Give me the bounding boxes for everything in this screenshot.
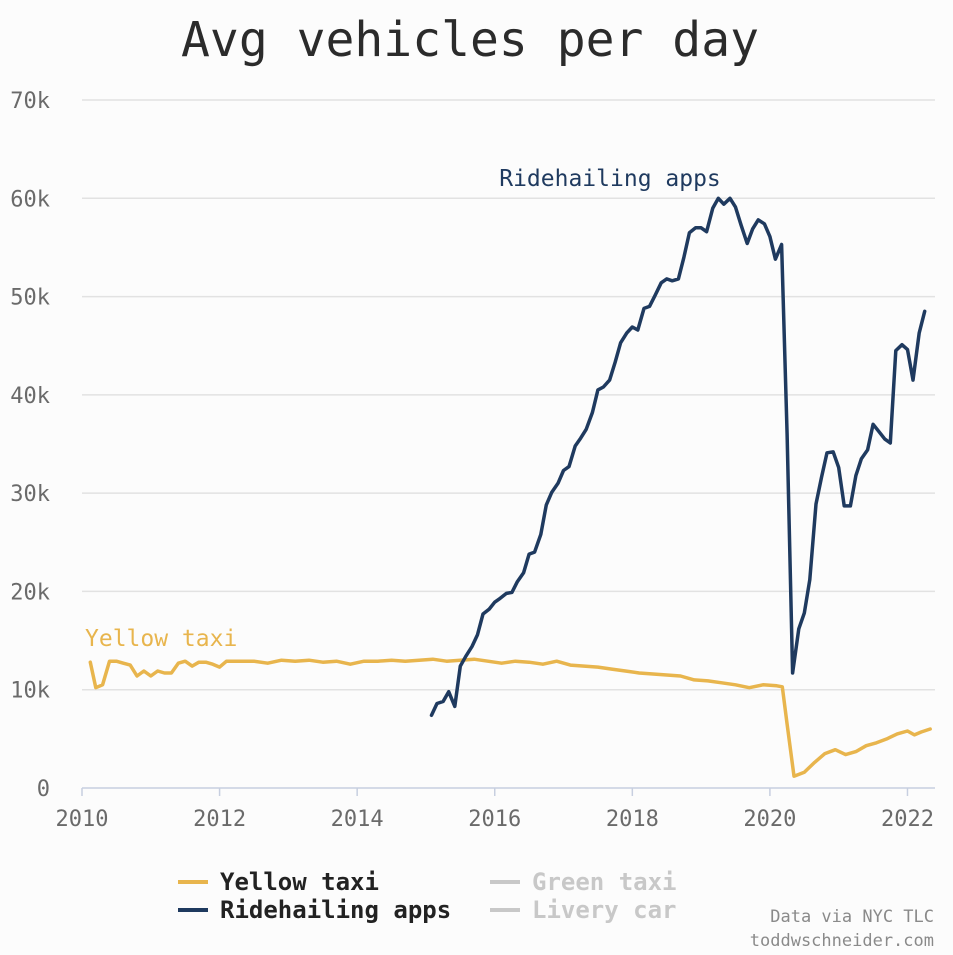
legend-label-ridehailing-apps: Ridehailing apps [220, 896, 451, 924]
legend-item-green-taxi[interactable]: Green taxi [490, 868, 677, 896]
series-label-yellow-taxi: Yellow taxi [85, 626, 237, 652]
y-tick-label-60k: 60k [10, 187, 50, 212]
legend-item-ridehailing-apps[interactable]: Ridehailing apps [178, 896, 451, 924]
chart-title: Avg vehicles per day [181, 12, 759, 68]
credit-2: toddwschneider.com [750, 931, 934, 951]
x-tick-label-2022: 2022 [881, 807, 934, 832]
credit-1: Data via NYC TLC [770, 907, 934, 927]
x-tick-label-2020: 2020 [743, 807, 796, 832]
series-line-yellow-taxi [88, 657, 932, 778]
x-tick-label-2010: 2010 [56, 807, 109, 832]
series-line-ridehailing-apps [429, 196, 927, 718]
x-tick-label-2018: 2018 [606, 807, 659, 832]
legend-item-yellow-taxi[interactable]: Yellow taxi [178, 868, 379, 896]
legend-label-yellow-taxi: Yellow taxi [220, 868, 379, 896]
legend-label-green-taxi: Green taxi [532, 868, 677, 896]
series-label-ridehailing-apps: Ridehailing apps [499, 166, 721, 192]
legend-label-livery-car: Livery car [532, 896, 677, 924]
gridlines [82, 99, 935, 691]
y-tick-label-0: 0 [37, 777, 50, 802]
y-tick-label-20k: 20k [10, 580, 50, 605]
y-tick-label-70k: 70k [10, 89, 50, 114]
x-tick-label-2014: 2014 [331, 807, 384, 832]
y-tick-label-50k: 50k [10, 286, 50, 311]
legend-item-livery-car[interactable]: Livery car [490, 896, 677, 924]
y-tick-label-30k: 30k [10, 482, 50, 507]
x-tick-label-2016: 2016 [468, 807, 521, 832]
y-tick-label-10k: 10k [10, 679, 50, 704]
y-tick-label-40k: 40k [10, 384, 50, 409]
x-tick-label-2012: 2012 [193, 807, 246, 832]
